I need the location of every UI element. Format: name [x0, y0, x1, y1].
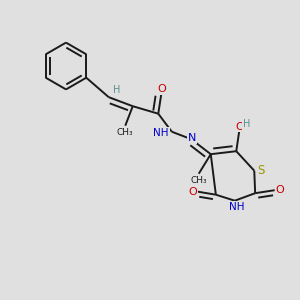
Text: O: O: [188, 187, 197, 197]
Text: H: H: [243, 119, 250, 129]
Text: CH₃: CH₃: [117, 128, 134, 137]
Text: O: O: [158, 84, 166, 94]
Text: NH: NH: [153, 128, 169, 138]
Text: N: N: [188, 133, 196, 143]
Text: O: O: [276, 185, 284, 195]
Text: NH: NH: [229, 202, 244, 212]
Text: CH₃: CH₃: [190, 176, 207, 185]
Text: S: S: [257, 164, 265, 177]
Text: O: O: [235, 122, 244, 132]
Text: H: H: [112, 85, 120, 95]
